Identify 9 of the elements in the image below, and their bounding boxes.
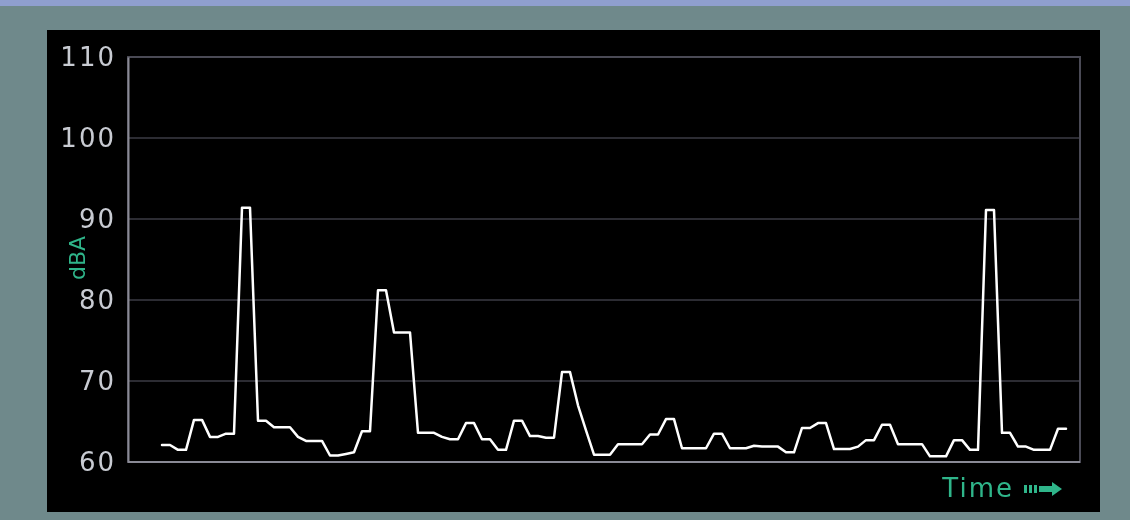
line-series <box>160 206 1068 458</box>
y-tick-label: 90 <box>78 203 116 234</box>
y-tick-label: 70 <box>78 365 116 396</box>
y-tick-label: 110 <box>60 41 116 72</box>
y-tick-label: 100 <box>60 122 116 153</box>
y-axis-title: dBA <box>65 235 90 281</box>
y-tick-label: 60 <box>78 446 116 477</box>
y-tick-label: 80 <box>78 284 116 315</box>
x-axis-title: Time <box>941 473 1014 503</box>
